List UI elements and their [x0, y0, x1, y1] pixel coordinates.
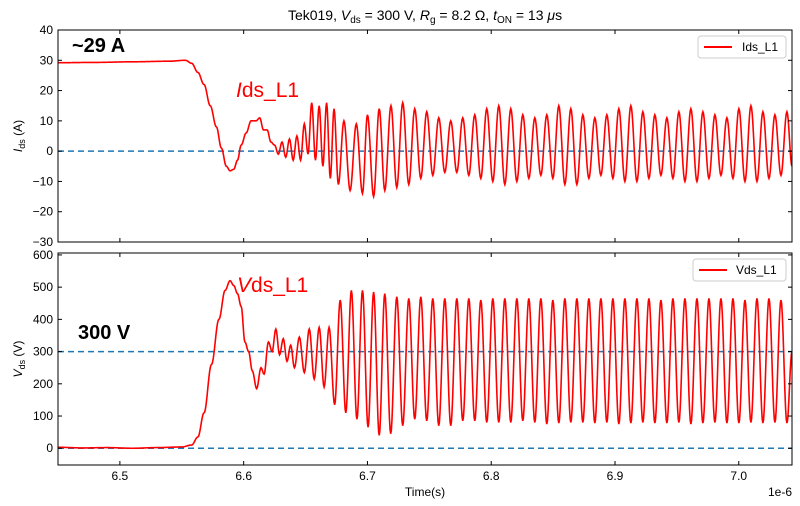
y-tick-label: −20 — [33, 205, 54, 219]
x-tick-label: 6.9 — [607, 469, 624, 483]
ids-legend: Ids_L1 — [697, 35, 787, 59]
series-line-Vds_L1 — [58, 279, 792, 450]
y-tick-label: 100 — [33, 409, 53, 423]
x-tick-label: 6.6 — [235, 469, 252, 483]
series-line-Ids_L1 — [58, 59, 792, 200]
y-tick-label: 30 — [40, 53, 54, 67]
y-tick-label: 400 — [33, 312, 53, 326]
y-tick-label: 10 — [40, 114, 54, 128]
y-tick-label: 40 — [40, 23, 54, 37]
vds-y-axis-label: Vds (V) — [11, 341, 27, 378]
chart-title: Tek019, Vds = 300 V, Rg = 8.2 Ω, tON = 1… — [288, 7, 562, 26]
vds-legend: Vds_L1 — [692, 258, 787, 282]
x-offset-label: 1e-6 — [768, 485, 792, 499]
ids-subplot: −30 −20 −10 0 10 20 30 40 — [33, 23, 793, 249]
legend-label-ids: Ids_L1 — [742, 40, 778, 54]
vds-subplot: 0 100 200 300 400 500 600 6.5 6.6 6.7 6.8 6.9 7.0 — [33, 248, 793, 483]
annotation-300v: 300 V — [78, 322, 131, 344]
y-tick-label: 0 — [46, 441, 53, 455]
axes-frame — [57, 252, 793, 466]
y-tick-label: 300 — [33, 345, 53, 359]
y-tick-label: 200 — [33, 377, 53, 391]
x-tick-label: 6.8 — [483, 469, 500, 483]
x-tick-label: 6.7 — [359, 469, 376, 483]
annotation-vds-l1: Vds_L1 — [237, 274, 308, 297]
y-tick-label: −10 — [33, 174, 54, 188]
legend-label-vds: Vds_L1 — [736, 263, 777, 277]
x-tick-label: 6.5 — [112, 469, 129, 483]
annotation-29a: ~29 A — [72, 35, 125, 57]
ids-y-axis-label: Ids (A) — [11, 120, 27, 152]
x-tick-label: 7.0 — [730, 469, 747, 483]
y-tick-label: −30 — [33, 235, 54, 249]
axes-frame — [57, 29, 793, 243]
y-tick-label: 0 — [46, 144, 53, 158]
y-tick-label: 500 — [33, 280, 53, 294]
y-tick-label: 600 — [33, 248, 53, 262]
annotation-ids-l1: Ids_L1 — [236, 79, 299, 102]
y-tick-label: 20 — [40, 84, 54, 98]
x-axis-label: Time(s) — [405, 485, 445, 499]
